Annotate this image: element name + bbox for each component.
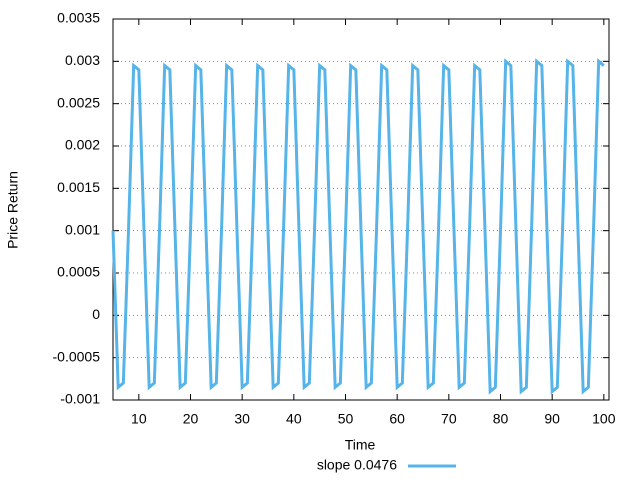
y-tick-label: 0.0025 (57, 94, 100, 110)
x-tick-label: 90 (544, 411, 560, 427)
y-tick-label: -0.0005 (53, 348, 101, 364)
x-tick-label: 60 (389, 411, 405, 427)
line (111, 58, 605, 395)
y-tick-label: 0.002 (65, 137, 100, 153)
x-tick-label: 100 (592, 411, 616, 427)
x-tick-label: 10 (131, 411, 147, 427)
y-axis-label: Price Return (5, 171, 21, 249)
x-tick-label: 40 (286, 411, 302, 427)
x-tick-label: 50 (338, 411, 354, 427)
y-tick-label: 0.0015 (57, 179, 100, 195)
y-tick-label: 0.0005 (57, 264, 100, 280)
x-axis-label: Time (345, 437, 376, 453)
x-tick-label: 30 (234, 411, 250, 427)
x-tick-label: 80 (493, 411, 509, 427)
plot-border (112, 18, 610, 401)
x-tick-label: 20 (183, 411, 199, 427)
y-tick-label: 0 (92, 306, 100, 322)
y-tick-label: 0.003 (65, 52, 100, 68)
legend-label: slope 0.0476 (317, 457, 397, 473)
y-tick-label: 0.001 (65, 221, 100, 237)
y-tick-label: -0.001 (60, 391, 100, 407)
x-tick-label: 70 (441, 411, 457, 427)
y-tick-label: 0.0035 (57, 10, 100, 26)
